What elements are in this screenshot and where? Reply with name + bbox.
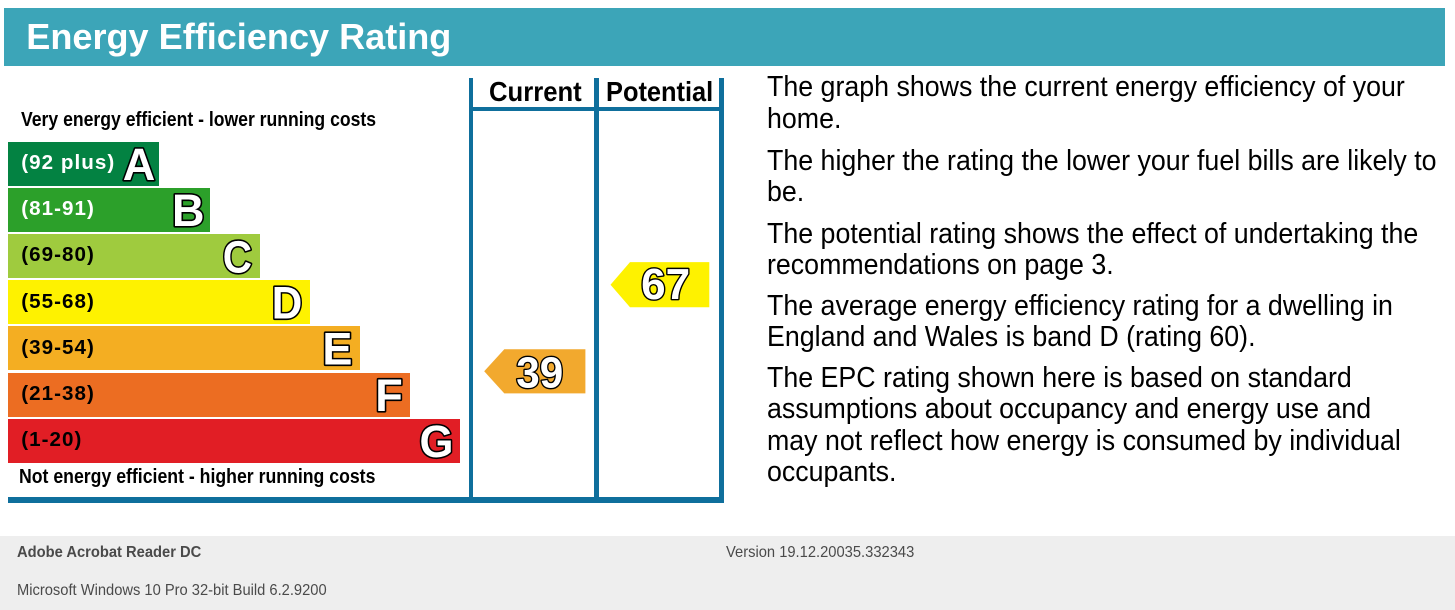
svg-text:F: F: [375, 370, 403, 421]
svg-text:67: 67: [641, 260, 690, 309]
svg-text:G: G: [419, 418, 453, 468]
svg-text:D: D: [272, 278, 303, 328]
svg-text:E: E: [322, 324, 352, 375]
svg-text:B: B: [172, 185, 205, 236]
svg-text:C: C: [223, 232, 252, 282]
svg-text:39: 39: [516, 349, 563, 398]
svg-text:A: A: [123, 139, 156, 190]
